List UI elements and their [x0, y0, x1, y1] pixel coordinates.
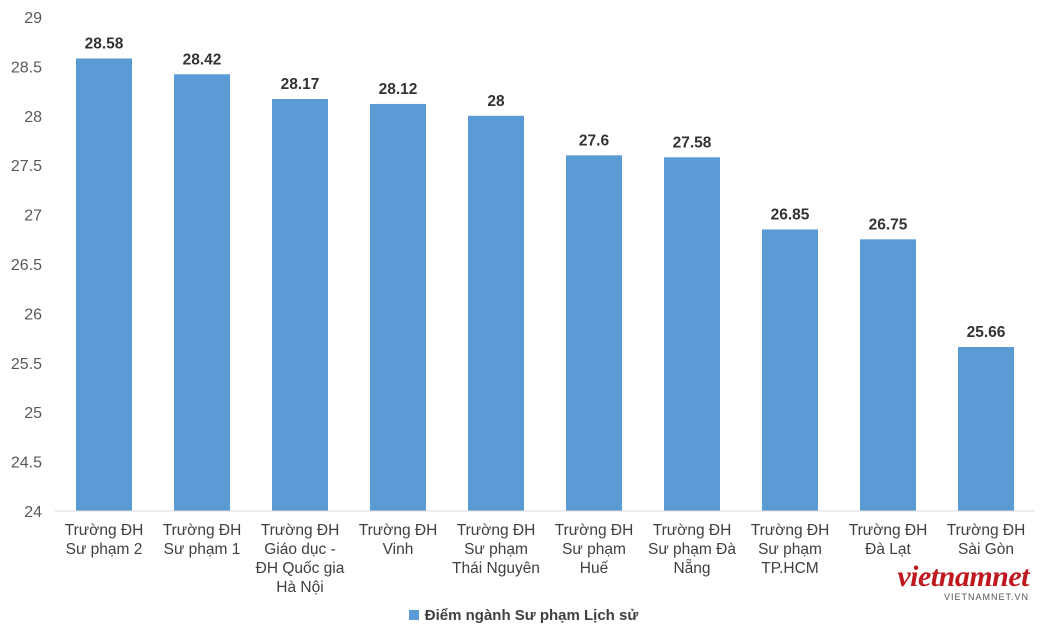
x-tick-label: Trường ĐH Sài Gòn	[947, 522, 1026, 558]
legend: Điểm ngành Sư phạm Lịch sử	[0, 607, 1047, 624]
bar	[76, 58, 132, 511]
data-label: 28	[487, 93, 505, 110]
x-tick-label: Trường ĐH Sư phạm Thái Nguyên	[452, 522, 540, 577]
bar	[762, 229, 818, 512]
data-label: 28.42	[183, 51, 222, 68]
legend-label: Điểm ngành Sư phạm Lịch sử	[424, 607, 639, 624]
bar	[860, 239, 916, 512]
x-axis-category-labels: Trường ĐH Sư phạm 2 Trường ĐH Sư phạm 1 Trườ…	[65, 522, 1026, 596]
bar	[370, 103, 426, 511]
y-tick-label: 27	[24, 208, 42, 225]
data-label: 27.58	[673, 134, 712, 151]
y-tick-label: 25.5	[11, 356, 42, 373]
y-tick-label: 26.5	[11, 257, 42, 274]
y-tick-label: 28.5	[11, 59, 42, 76]
data-label: 26.75	[869, 216, 908, 233]
data-label: 28.17	[281, 76, 320, 93]
bar	[958, 346, 1014, 511]
x-tick-label: Trường ĐH Vinh	[359, 522, 438, 558]
legend-swatch	[408, 610, 419, 620]
x-tick-label: Trường ĐH Đà Lạt	[849, 522, 928, 558]
x-tick-label: Trường ĐH Sư phạm TP.HCM	[751, 522, 830, 577]
y-tick-label: 24.5	[11, 455, 42, 472]
watermark: vietnamnet VIETNAMNET.VN	[897, 560, 1029, 603]
y-tick-label: 26	[24, 306, 42, 323]
y-tick-label: 27.5	[11, 158, 42, 175]
x-tick-label: Trường ĐH Sư phạm Đà Nẵng	[648, 522, 736, 577]
bar	[468, 115, 524, 512]
y-tick-label: 29	[24, 10, 42, 27]
data-label: 25.66	[967, 324, 1006, 341]
data-label: 28.12	[379, 81, 418, 98]
vietnamnet-logo: vietnamnet	[897, 560, 1029, 593]
x-tick-label: Trường ĐH Sư phạm 1	[163, 522, 242, 558]
watermark-url: VIETNAMNET.VN	[943, 592, 1029, 602]
data-labels: 28.58 28.42 28.17 28.12 28 27.6 27.58 26.85 26.7…	[85, 35, 1006, 340]
bar	[174, 74, 230, 511]
x-tick-label: Trường ĐH Sư phạm 2	[65, 522, 144, 558]
bar	[272, 99, 328, 511]
y-tick-label: 28	[24, 109, 42, 126]
bar	[566, 155, 622, 511]
bar	[664, 157, 720, 511]
x-tick-label: Trường ĐH Sư phạm Huế	[555, 522, 634, 577]
x-tick-label: Trường ĐH Giáo dục -ĐH Quốc gia Hà Nội	[256, 522, 345, 596]
y-tick-label: 25	[24, 405, 42, 422]
data-label: 27.6	[579, 132, 610, 149]
bar-series	[76, 58, 1014, 512]
data-label: 28.58	[85, 35, 124, 52]
y-tick-label: 24	[24, 504, 42, 521]
y-axis-tick-labels: 24 24.5 25 25.5 26 26.5 27 27.5 28 28.5 29	[11, 10, 42, 521]
data-label: 26.85	[771, 206, 810, 223]
